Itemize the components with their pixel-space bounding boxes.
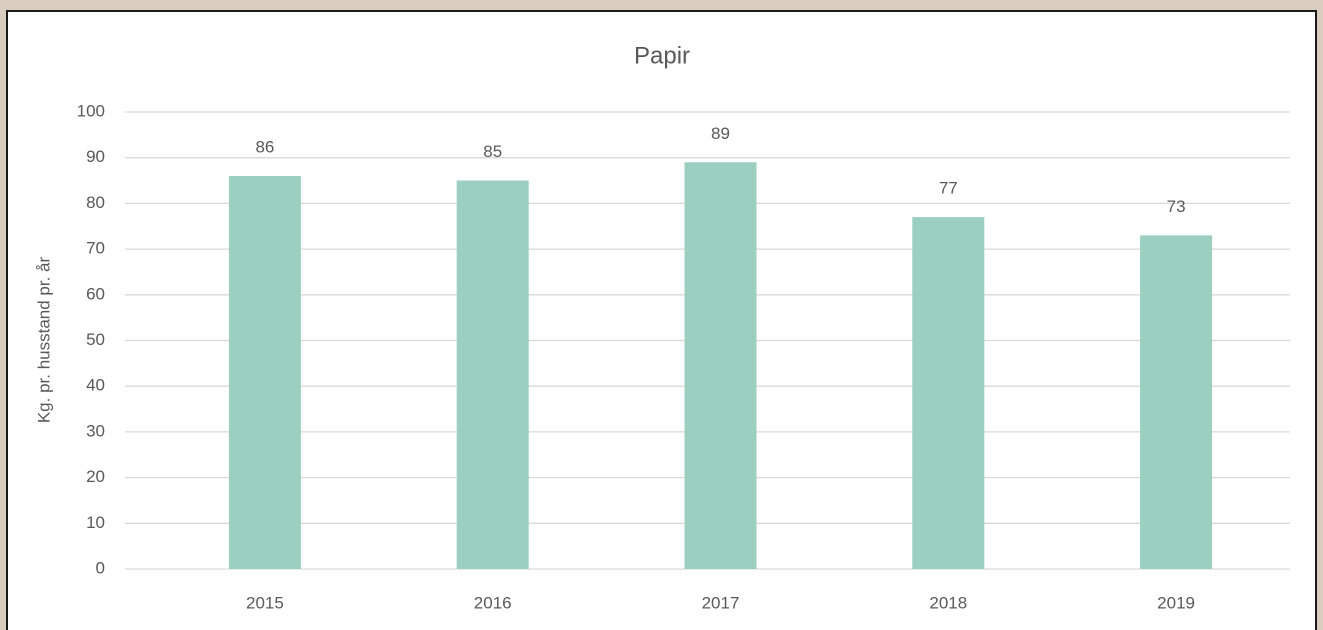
y-axis-title: Kg. pr. husstand pr. år: [34, 257, 53, 424]
bar: [684, 162, 757, 569]
data-label: 73: [1167, 197, 1186, 216]
y-tick-label: 90: [86, 147, 105, 166]
bar: [228, 175, 301, 570]
bar: [912, 217, 985, 570]
data-label: 77: [939, 179, 958, 198]
y-tick-label: 20: [86, 467, 105, 486]
y-tick-label: 0: [96, 558, 105, 577]
y-tick-label: 80: [86, 193, 105, 212]
chart-panel: [6, 10, 1317, 630]
y-tick-label: 50: [86, 330, 105, 349]
chart-title: Papir: [634, 42, 690, 69]
data-label: 86: [255, 137, 274, 156]
y-tick-label: 40: [86, 376, 105, 395]
data-label: 89: [711, 124, 730, 143]
x-tick-label: 2019: [1157, 593, 1195, 612]
data-label: 85: [483, 142, 502, 161]
y-tick-label: 10: [86, 513, 105, 532]
x-tick-label: 2015: [246, 593, 284, 612]
x-tick-label: 2018: [929, 593, 967, 612]
bar: [456, 180, 529, 570]
bar: [1140, 235, 1213, 569]
y-tick-label: 100: [77, 101, 105, 120]
x-tick-label: 2017: [702, 593, 740, 612]
y-tick-label: 30: [86, 421, 105, 440]
y-tick-label: 70: [86, 239, 105, 258]
y-tick-label: 60: [86, 284, 105, 303]
x-tick-label: 2016: [474, 593, 512, 612]
